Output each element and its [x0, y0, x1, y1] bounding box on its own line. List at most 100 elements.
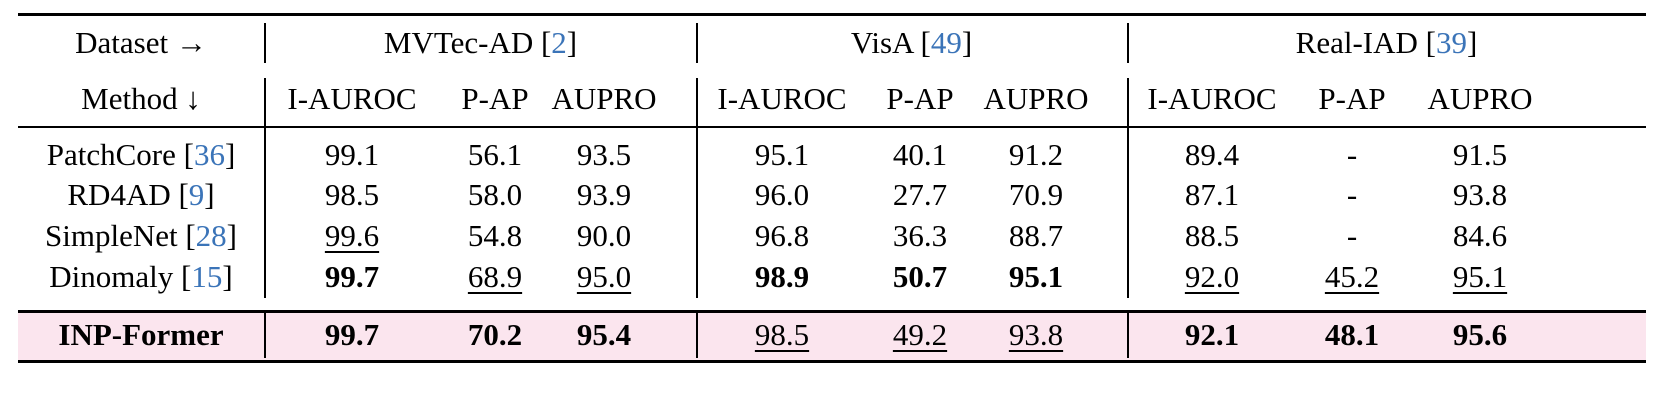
- cell-value: 27.7: [892, 177, 948, 212]
- cell-value: 95.4: [576, 317, 632, 352]
- method-citation: 36: [193, 137, 225, 172]
- table-cell: 48.1: [1282, 315, 1422, 355]
- cell-value: 45.2: [1324, 259, 1380, 294]
- method-name: SimpleNet: [44, 218, 178, 253]
- cell-value: 88.5: [1184, 218, 1240, 253]
- cell-value: 95.0: [576, 259, 632, 294]
- cell-value: 98.9: [754, 259, 810, 294]
- table-cell: 99.7: [282, 257, 422, 297]
- dataset-name: MVTec-AD: [383, 25, 534, 60]
- cell-value: 98.5: [324, 177, 380, 212]
- top-rule: [18, 13, 1646, 16]
- table-cell: 93.5: [534, 135, 674, 175]
- cell-value: 93.9: [576, 177, 632, 212]
- cell-value: 95.1: [1452, 259, 1508, 294]
- table-cell: 95.4: [534, 315, 674, 355]
- method-name-cell: RD4AD [9]: [67, 177, 215, 212]
- metric-header: I-AUROC: [287, 81, 417, 116]
- table-cell: 45.2: [1282, 257, 1422, 297]
- column-separator: [696, 78, 698, 298]
- dataset-citation: 2: [551, 25, 567, 60]
- dataset-realiad-header: Real-IAD [39]: [1295, 25, 1478, 60]
- table-cell: 93.9: [534, 175, 674, 215]
- method-name: PatchCore: [46, 137, 176, 172]
- header-rule: [18, 126, 1646, 128]
- table-cell: 54.8: [425, 216, 565, 256]
- cell-value: 56.1: [467, 137, 523, 172]
- metric-header: AUPRO: [983, 81, 1089, 116]
- highlight-row-background: [18, 313, 1646, 360]
- cell-value: 95.1: [1008, 259, 1064, 294]
- dataset-visa-header: VisA [49]: [850, 25, 973, 60]
- dataset-header: Dataset →: [75, 25, 207, 60]
- cell-value: 40.1: [892, 137, 948, 172]
- method-header: Method ↓: [81, 81, 201, 116]
- table-cell: 36.3: [850, 216, 990, 256]
- table-cell: 84.6: [1410, 216, 1550, 256]
- table-cell: 90.0: [534, 216, 674, 256]
- table-cell: 98.5: [282, 175, 422, 215]
- cell-value: -: [1346, 218, 1358, 253]
- table-cell: 96.0: [712, 175, 852, 215]
- cell-value: 91.5: [1452, 137, 1508, 172]
- metric-header: P-AP: [461, 81, 529, 116]
- table-cell: 70.9: [966, 175, 1106, 215]
- table-cell: 92.1: [1142, 315, 1282, 355]
- table-cell: 87.1: [1142, 175, 1282, 215]
- cell-value: 93.8: [1008, 317, 1064, 352]
- method-name-cell: SimpleNet [28]: [44, 218, 237, 253]
- column-separator: [264, 78, 266, 298]
- mid-rule: [18, 310, 1646, 313]
- dataset-mvtec-header: MVTec-AD [2]: [383, 25, 578, 60]
- method-name: RD4AD: [67, 177, 171, 212]
- table-cell: -: [1282, 175, 1422, 215]
- table-cell: -: [1282, 216, 1422, 256]
- table-cell: 99.1: [282, 135, 422, 175]
- cell-value: 68.9: [467, 259, 523, 294]
- metric-header: AUPRO: [551, 81, 657, 116]
- cell-value: 99.1: [324, 137, 380, 172]
- dataset-citation: 49: [930, 25, 962, 60]
- cell-value: -: [1346, 137, 1358, 172]
- header-separator: [264, 23, 266, 63]
- method-citation: 9: [188, 177, 205, 212]
- cell-value: 48.1: [1324, 317, 1380, 352]
- table-cell: 95.1: [712, 135, 852, 175]
- cell-value: 90.0: [576, 218, 632, 253]
- table-cell: 93.8: [1410, 175, 1550, 215]
- dataset-name: VisA: [850, 25, 913, 60]
- metric-header: AUPRO: [1427, 81, 1533, 116]
- column-separator: [1127, 313, 1129, 358]
- method-name-cell: PatchCore [36]: [46, 137, 236, 172]
- table-cell: 98.5: [712, 315, 852, 355]
- cell-value: 93.8: [1452, 177, 1508, 212]
- method-name-cell: Dinomaly [15]: [49, 259, 233, 294]
- table-cell: 68.9: [425, 257, 565, 297]
- cell-value: 36.3: [892, 218, 948, 253]
- table-cell: 99.7: [282, 315, 422, 355]
- cell-value: 96.0: [754, 177, 810, 212]
- method-name: INP-Former: [58, 317, 224, 352]
- column-separator: [696, 313, 698, 358]
- cell-value: 99.7: [324, 259, 380, 294]
- table-cell: 89.4: [1142, 135, 1282, 175]
- metric-header: I-AUROC: [717, 81, 847, 116]
- table-cell: 49.2: [850, 315, 990, 355]
- cell-value: 54.8: [467, 218, 523, 253]
- column-separator: [1127, 78, 1129, 298]
- cell-value: 92.0: [1184, 259, 1240, 294]
- table-cell: 88.5: [1142, 216, 1282, 256]
- cell-value: 92.1: [1184, 317, 1240, 352]
- table-cell: 93.8: [966, 315, 1106, 355]
- table-cell: 27.7: [850, 175, 990, 215]
- cell-value: 70.9: [1008, 177, 1064, 212]
- method-name: Dinomaly: [49, 259, 174, 294]
- cell-value: 70.2: [467, 317, 523, 352]
- cell-value: 98.5: [754, 317, 810, 352]
- header-separator: [1127, 23, 1129, 63]
- cell-value: 87.1: [1184, 177, 1240, 212]
- method-citation: 28: [195, 218, 227, 253]
- metric-header: P-AP: [886, 81, 954, 116]
- table-cell: 96.8: [712, 216, 852, 256]
- table-cell: 95.1: [1410, 257, 1550, 297]
